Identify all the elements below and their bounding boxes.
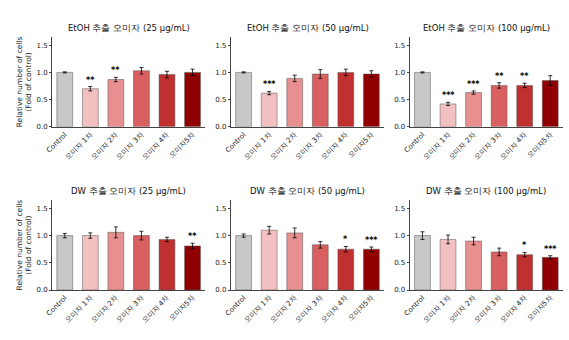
svg-text:오미자 1차: 오미자 1차 bbox=[422, 131, 452, 161]
svg-text:**: ** bbox=[188, 232, 197, 241]
svg-text:***: *** bbox=[544, 245, 557, 254]
svg-text:**: ** bbox=[86, 76, 95, 85]
svg-text:0.0: 0.0 bbox=[215, 286, 226, 294]
svg-text:0.0: 0.0 bbox=[36, 286, 47, 294]
svg-text:0.0: 0.0 bbox=[394, 123, 405, 131]
svg-text:Control: Control bbox=[224, 294, 248, 318]
svg-text:1.0: 1.0 bbox=[394, 69, 405, 77]
svg-text:0.0: 0.0 bbox=[215, 123, 226, 131]
svg-text:오미자 2차: 오미자 2차 bbox=[90, 294, 120, 324]
svg-text:오미자 3차: 오미자 3차 bbox=[473, 294, 503, 324]
svg-text:오미자 1차: 오미자 1차 bbox=[64, 294, 94, 324]
svg-text:***: *** bbox=[467, 80, 480, 89]
svg-text:EtOH 추출 오미자 (100 μg/mL): EtOH 추출 오미자 (100 μg/mL) bbox=[423, 23, 550, 33]
svg-text:오미자 2차: 오미자 2차 bbox=[90, 131, 120, 161]
svg-text:0.5: 0.5 bbox=[215, 259, 226, 267]
svg-text:Control: Control bbox=[403, 131, 427, 155]
svg-text:오미자5차: 오미자5차 bbox=[347, 294, 376, 323]
svg-text:Control: Control bbox=[224, 131, 248, 155]
svg-text:오미자 2차: 오미자 2차 bbox=[268, 294, 298, 324]
svg-text:오미자5차: 오미자5차 bbox=[526, 131, 555, 160]
svg-text:***: *** bbox=[263, 80, 276, 89]
svg-text:**: ** bbox=[495, 72, 504, 81]
svg-text:오미자 4차: 오미자 4차 bbox=[320, 131, 350, 161]
svg-text:0.5: 0.5 bbox=[36, 259, 47, 267]
svg-text:**: ** bbox=[111, 66, 120, 75]
svg-text:오미자 1차: 오미자 1차 bbox=[243, 131, 273, 161]
svg-text:1.5: 1.5 bbox=[215, 205, 226, 213]
svg-text:***: *** bbox=[442, 91, 455, 100]
svg-text:1.0: 1.0 bbox=[36, 69, 47, 77]
svg-text:1.0: 1.0 bbox=[215, 69, 226, 77]
svg-text:DW 추출 오미자 (25 μg/mL): DW 추출 오미자 (25 μg/mL) bbox=[71, 186, 186, 196]
svg-text:오미자 3차: 오미자 3차 bbox=[294, 131, 324, 161]
svg-text:오미자 3차: 오미자 3차 bbox=[115, 294, 145, 324]
svg-text:오미자 4차: 오미자 4차 bbox=[141, 131, 171, 161]
svg-text:**: ** bbox=[520, 72, 529, 81]
svg-text:1.0: 1.0 bbox=[394, 232, 405, 240]
svg-text:EtOH 추출 오미자 (25 μg/mL): EtOH 추출 오미자 (25 μg/mL) bbox=[68, 23, 190, 33]
svg-text:오미자 2차: 오미자 2차 bbox=[447, 131, 477, 161]
svg-text:Relative number of cells(Fold: Relative number of cells(Fold of control… bbox=[15, 200, 34, 291]
svg-text:Control: Control bbox=[45, 294, 69, 318]
svg-text:1.5: 1.5 bbox=[36, 205, 47, 213]
svg-text:***: *** bbox=[365, 236, 378, 245]
svg-text:1.0: 1.0 bbox=[36, 232, 47, 240]
svg-text:오미자5차: 오미자5차 bbox=[168, 131, 197, 160]
svg-text:0.0: 0.0 bbox=[394, 286, 405, 294]
svg-text:1.5: 1.5 bbox=[36, 42, 47, 50]
svg-text:오미자 1차: 오미자 1차 bbox=[243, 294, 273, 324]
svg-text:오미자 1차: 오미자 1차 bbox=[64, 131, 94, 161]
svg-text:0.5: 0.5 bbox=[394, 96, 405, 104]
svg-text:Control: Control bbox=[403, 294, 427, 318]
svg-text:DW 추출 오미자 (50 μg/mL): DW 추출 오미자 (50 μg/mL) bbox=[250, 186, 365, 196]
svg-text:오미자 4차: 오미자 4차 bbox=[320, 294, 350, 324]
svg-text:Control: Control bbox=[45, 131, 69, 155]
svg-text:오미자 4차: 오미자 4차 bbox=[498, 294, 528, 324]
svg-text:1.0: 1.0 bbox=[215, 232, 226, 240]
svg-text:0.5: 0.5 bbox=[215, 96, 226, 104]
svg-text:*: * bbox=[343, 235, 348, 244]
svg-text:오미자 3차: 오미자 3차 bbox=[294, 294, 324, 324]
svg-text:1.5: 1.5 bbox=[215, 42, 226, 50]
svg-text:EtOH 추출 오미자 (50 μg/mL): EtOH 추출 오미자 (50 μg/mL) bbox=[247, 23, 369, 33]
svg-text:1.5: 1.5 bbox=[394, 205, 405, 213]
svg-text:오미자 3차: 오미자 3차 bbox=[115, 131, 145, 161]
svg-text:1.5: 1.5 bbox=[394, 42, 405, 50]
svg-text:오미자 2차: 오미자 2차 bbox=[268, 131, 298, 161]
svg-text:0.5: 0.5 bbox=[36, 96, 47, 104]
svg-text:오미자 4차: 오미자 4차 bbox=[141, 294, 171, 324]
svg-text:오미자 1차: 오미자 1차 bbox=[422, 294, 452, 324]
svg-text:Relative number of cells(Fold: Relative number of cells(Fold of control… bbox=[15, 36, 34, 127]
svg-text:오미자5차: 오미자5차 bbox=[347, 131, 376, 160]
svg-text:0.0: 0.0 bbox=[36, 123, 47, 131]
svg-text:DW 추출 오미자 (100 μg/mL): DW 추출 오미자 (100 μg/mL) bbox=[426, 186, 546, 196]
svg-text:오미자 4차: 오미자 4차 bbox=[498, 131, 528, 161]
svg-text:오미자 3차: 오미자 3차 bbox=[473, 131, 503, 161]
svg-text:오미자 2차: 오미자 2차 bbox=[447, 294, 477, 324]
svg-text:오미자5차: 오미자5차 bbox=[168, 294, 197, 323]
svg-text:오미자5차: 오미자5차 bbox=[526, 294, 555, 323]
svg-text:*: * bbox=[522, 241, 527, 250]
svg-text:0.5: 0.5 bbox=[394, 259, 405, 267]
